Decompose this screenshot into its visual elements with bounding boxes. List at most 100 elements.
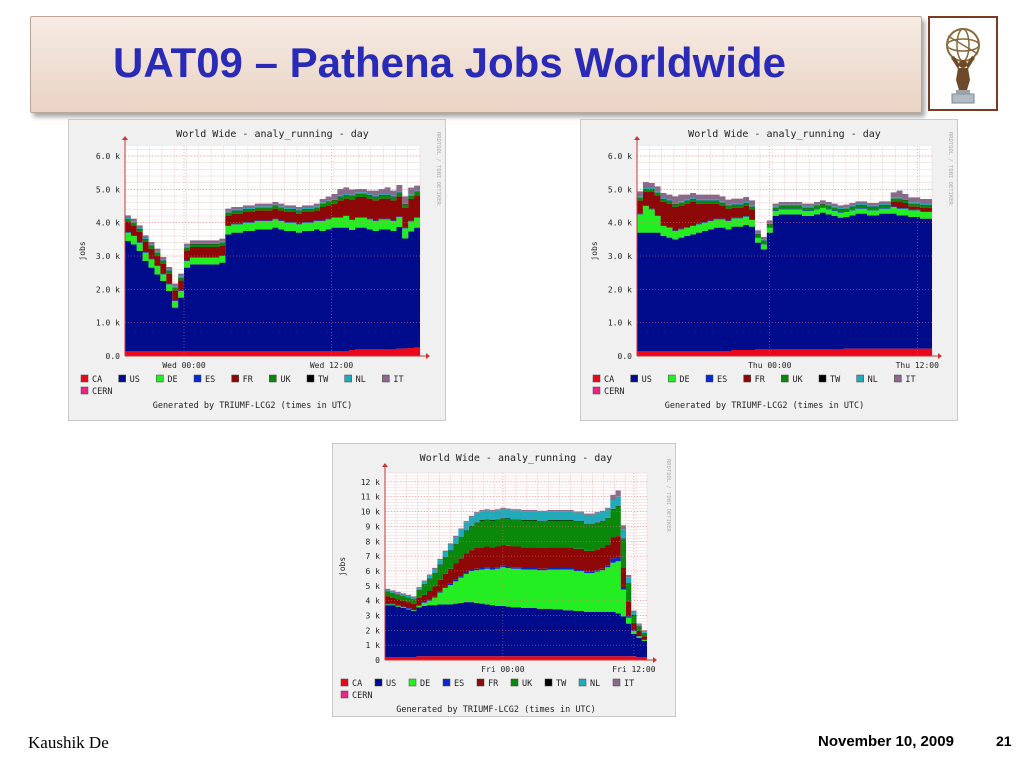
chart2-y-tick-label: 1.0 k bbox=[608, 319, 632, 328]
chart1-legend-label-us: US bbox=[130, 375, 140, 385]
chart3-legend-label-tw: TW bbox=[556, 679, 567, 689]
chart2-title: World Wide - analy_running - day bbox=[688, 129, 881, 140]
chart-panel-1: 0.0 1.0 k 2.0 k 3.0 k 4.0 k 5.0 k 6.0 k Wed 00:… bbox=[68, 119, 446, 421]
chart1-x-tick-label: Wed 12:00 bbox=[310, 361, 354, 370]
chart3-legend-label-es: ES bbox=[454, 679, 464, 689]
chart2-legend-label-tw: TW bbox=[830, 375, 841, 385]
chart-1-svg: 0.0 1.0 k 2.0 k 3.0 k 4.0 k 5.0 k 6.0 k Wed 00:… bbox=[78, 129, 441, 411]
chart2-side-text: RRDTOOL / TOBI OETIKER bbox=[947, 132, 953, 206]
chart3-legend-label-ca: CA bbox=[352, 679, 362, 689]
chart3-y-tick-label: 2 k bbox=[366, 626, 381, 635]
chart2-x-axis-arrow bbox=[938, 353, 942, 359]
chart2-legend-swatch-de bbox=[668, 374, 676, 383]
chart1-x-axis-arrow bbox=[426, 353, 430, 359]
chart1-legend-label-es: ES bbox=[205, 375, 215, 385]
chart3-legend-label-uk: UK bbox=[522, 679, 533, 689]
chart2-series-us bbox=[637, 212, 932, 351]
chart3-title: World Wide - analy_running - day bbox=[420, 453, 613, 464]
chart3-legend-label-de: DE bbox=[420, 679, 430, 689]
chart1-legend-label-ca: CA bbox=[92, 375, 102, 385]
chart1-legend-label-tw: TW bbox=[318, 375, 329, 385]
chart1-legend-label-it: IT bbox=[393, 375, 403, 385]
chart1-y-tick-label: 4.0 k bbox=[96, 219, 120, 228]
chart2-series-de bbox=[637, 206, 932, 250]
chart2-y-tick-label: 3.0 k bbox=[608, 252, 632, 261]
chart3-series-us bbox=[385, 602, 647, 658]
chart3-y-tick-label: 1 k bbox=[366, 641, 381, 650]
chart1-series-de bbox=[125, 216, 420, 308]
author-name: Kaushik De bbox=[28, 733, 109, 752]
chart1-y-tick-label: 5.0 k bbox=[96, 185, 120, 194]
chart2-legend-label-ca: CA bbox=[604, 375, 614, 385]
chart3-x-tick-label: Fri 12:00 bbox=[612, 665, 656, 674]
chart1-series-us bbox=[125, 227, 420, 351]
chart1-y-tick-label: 2.0 k bbox=[96, 285, 120, 294]
chart2-series-fr bbox=[637, 192, 932, 244]
chart1-legend-swatch-ca bbox=[80, 374, 89, 383]
chart3-y-tick-label: 0 bbox=[375, 656, 380, 665]
chart1-legend-swatch-cern bbox=[80, 386, 89, 395]
chart1-series-fr bbox=[125, 195, 420, 301]
chart3-legend-swatch-de bbox=[408, 678, 417, 687]
chart2-y-tick-label: 4.0 k bbox=[608, 219, 632, 228]
chart3-y-label: jobs bbox=[338, 557, 347, 576]
chart2-y-tick-label: 5.0 k bbox=[608, 185, 632, 194]
chart1-title: World Wide - analy_running - day bbox=[176, 129, 369, 140]
chart3-y-tick-label: 9 k bbox=[366, 522, 381, 531]
chart2-footer-text: Generated by TRIUMF-LCG2 (times in UTC) bbox=[665, 401, 865, 411]
chart1-y-tick-label: 1.0 k bbox=[96, 319, 120, 328]
chart2-legend-swatch-cern bbox=[592, 386, 601, 395]
chart-2-svg: 0.0 1.0 k 2.0 k 3.0 k 4.0 k 5.0 k 6.0 k Thu 00:… bbox=[590, 129, 953, 411]
chart2-x-tick-label: Thu 12:00 bbox=[896, 361, 940, 370]
chart3-legend-label-us: US bbox=[386, 679, 396, 689]
chart2-legend-label-es: ES bbox=[717, 375, 727, 385]
chart2-y-axis-arrow bbox=[634, 136, 640, 140]
chart1-legend-swatch-us bbox=[118, 374, 126, 383]
chart1-legend-label-uk: UK bbox=[280, 375, 291, 385]
chart2-legend-swatch-ca bbox=[592, 374, 601, 383]
chart3-y-tick-label: 6 k bbox=[366, 567, 381, 576]
chart1-side-text: RRDTOOL / TOBI OETIKER bbox=[435, 132, 441, 206]
chart1-legend-swatch-de bbox=[156, 374, 164, 383]
chart2-legend-label-de: DE bbox=[679, 375, 689, 385]
chart3-footer-text: Generated by TRIUMF-LCG2 (times in UTC) bbox=[396, 705, 596, 715]
chart2-legend-swatch-tw bbox=[818, 374, 827, 383]
chart2-y-tick-label: 2.0 k bbox=[608, 285, 632, 294]
chart2-legend-swatch-nl bbox=[856, 374, 864, 383]
chart3-legend-swatch-uk bbox=[510, 678, 519, 687]
chart3-series-uk bbox=[385, 506, 647, 637]
chart3-legend-swatch-us bbox=[374, 678, 383, 687]
chart3-y-tick-label: 8 k bbox=[366, 537, 381, 546]
chart2-x-tick-label: Thu 00:00 bbox=[748, 361, 792, 370]
chart2-series-ca bbox=[637, 348, 932, 356]
chart1-legend-swatch-uk bbox=[269, 374, 277, 383]
chart2-y-tick-label: 6.0 k bbox=[608, 152, 632, 161]
chart3-legend-swatch-it bbox=[612, 678, 621, 687]
chart3-legend-label-fr: FR bbox=[488, 679, 499, 689]
chart3-legend-swatch-ca bbox=[340, 678, 349, 687]
chart3-x-tick-label: Fri 00:00 bbox=[481, 665, 525, 674]
chart3-x-axis-arrow bbox=[653, 657, 657, 663]
chart2-y-label: jobs bbox=[590, 241, 599, 260]
chart1-legend-label-nl: NL bbox=[356, 375, 366, 385]
slide-title: UAT09 – Pathena Jobs Worldwide bbox=[113, 39, 786, 86]
chart3-y-tick-label: 10 k bbox=[361, 508, 380, 517]
chart2-legend-label-uk: UK bbox=[792, 375, 803, 385]
chart1-legend-label-fr: FR bbox=[243, 375, 254, 385]
chart3-legend-label-nl: NL bbox=[590, 679, 600, 689]
chart3-legend-swatch-es bbox=[442, 678, 451, 687]
chart2-legend-label-it: IT bbox=[905, 375, 915, 385]
chart1-legend-swatch-fr bbox=[231, 374, 239, 383]
chart-3-svg: 0 1 k 2 k 3 k 4 k 5 k 6 k 7 k 8 k 9 k 10 k 11 k 12 k… bbox=[338, 453, 671, 715]
chart1-legend-swatch-tw bbox=[306, 374, 315, 383]
chart3-legend-swatch-nl bbox=[578, 678, 587, 687]
page-number: 21 bbox=[996, 733, 1012, 749]
chart2-legend-label-cern: CERN bbox=[604, 387, 624, 397]
chart2-legend-swatch-fr bbox=[743, 374, 751, 383]
slide-title-bar: UAT09 – Pathena Jobs Worldwide bbox=[30, 16, 922, 113]
chart1-y-tick-label: 3.0 k bbox=[96, 252, 120, 261]
chart2-legend-label-us: US bbox=[642, 375, 652, 385]
chart3-y-tick-label: 12 k bbox=[361, 478, 380, 487]
chart3-y-tick-label: 11 k bbox=[361, 493, 380, 502]
chart1-legend-label-cern: CERN bbox=[92, 387, 112, 397]
